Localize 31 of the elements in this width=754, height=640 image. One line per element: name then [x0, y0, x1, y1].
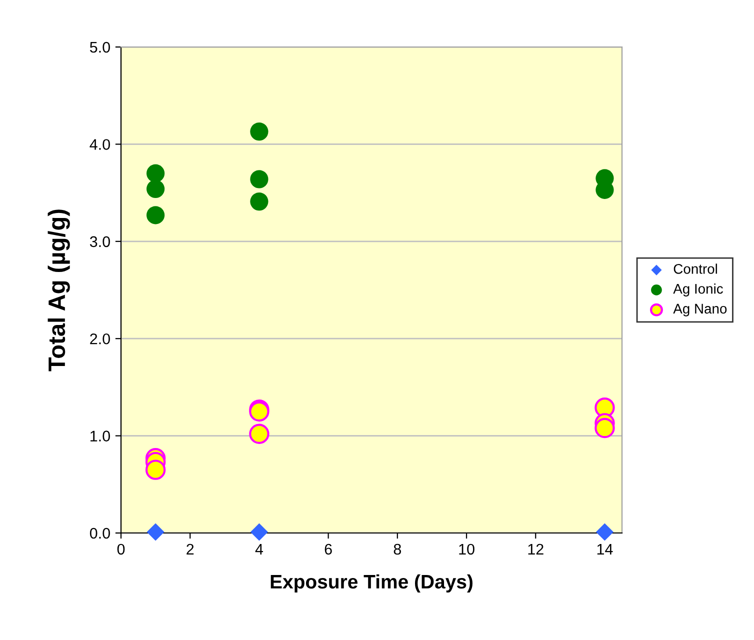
- x-axis-title: Exposure Time (Days): [270, 574, 472, 592]
- y-tick-label: 3.0: [90, 236, 110, 248]
- point: [146, 206, 165, 224]
- y-tick-label: 4.0: [90, 139, 110, 150]
- x-tick-label: 4: [255, 544, 264, 554]
- x-tick-label: 10: [459, 544, 474, 555]
- x-tick-label: 2: [186, 544, 194, 554]
- point: [145, 460, 166, 480]
- point: [596, 523, 614, 541]
- point: [146, 180, 165, 198]
- point: [146, 164, 165, 182]
- y-tick-label: 1.0: [90, 430, 110, 442]
- point: [250, 523, 268, 541]
- legend-label: Control: [674, 264, 717, 274]
- y-tick-label: 2.0: [90, 333, 110, 344]
- legend-label: Ag Ionic: [673, 284, 723, 296]
- x-tick-label: 12: [528, 544, 544, 554]
- point: [594, 418, 615, 438]
- point: [146, 523, 164, 541]
- y-tick-label: 0.0: [90, 528, 110, 539]
- y-axis-title: Total Ag (µg/g): [48, 210, 70, 372]
- point: [250, 170, 268, 188]
- point: [250, 122, 268, 141]
- x-tick-label: 6: [324, 544, 332, 555]
- point: [250, 192, 268, 211]
- y-tick-label: 5.0: [90, 42, 110, 53]
- x-tick-label: 14: [597, 544, 613, 554]
- x-tick-label: 8: [394, 544, 401, 555]
- point: [249, 424, 270, 444]
- x-tick-label: 0: [117, 544, 125, 555]
- legend-label: Ag Nano: [673, 304, 727, 316]
